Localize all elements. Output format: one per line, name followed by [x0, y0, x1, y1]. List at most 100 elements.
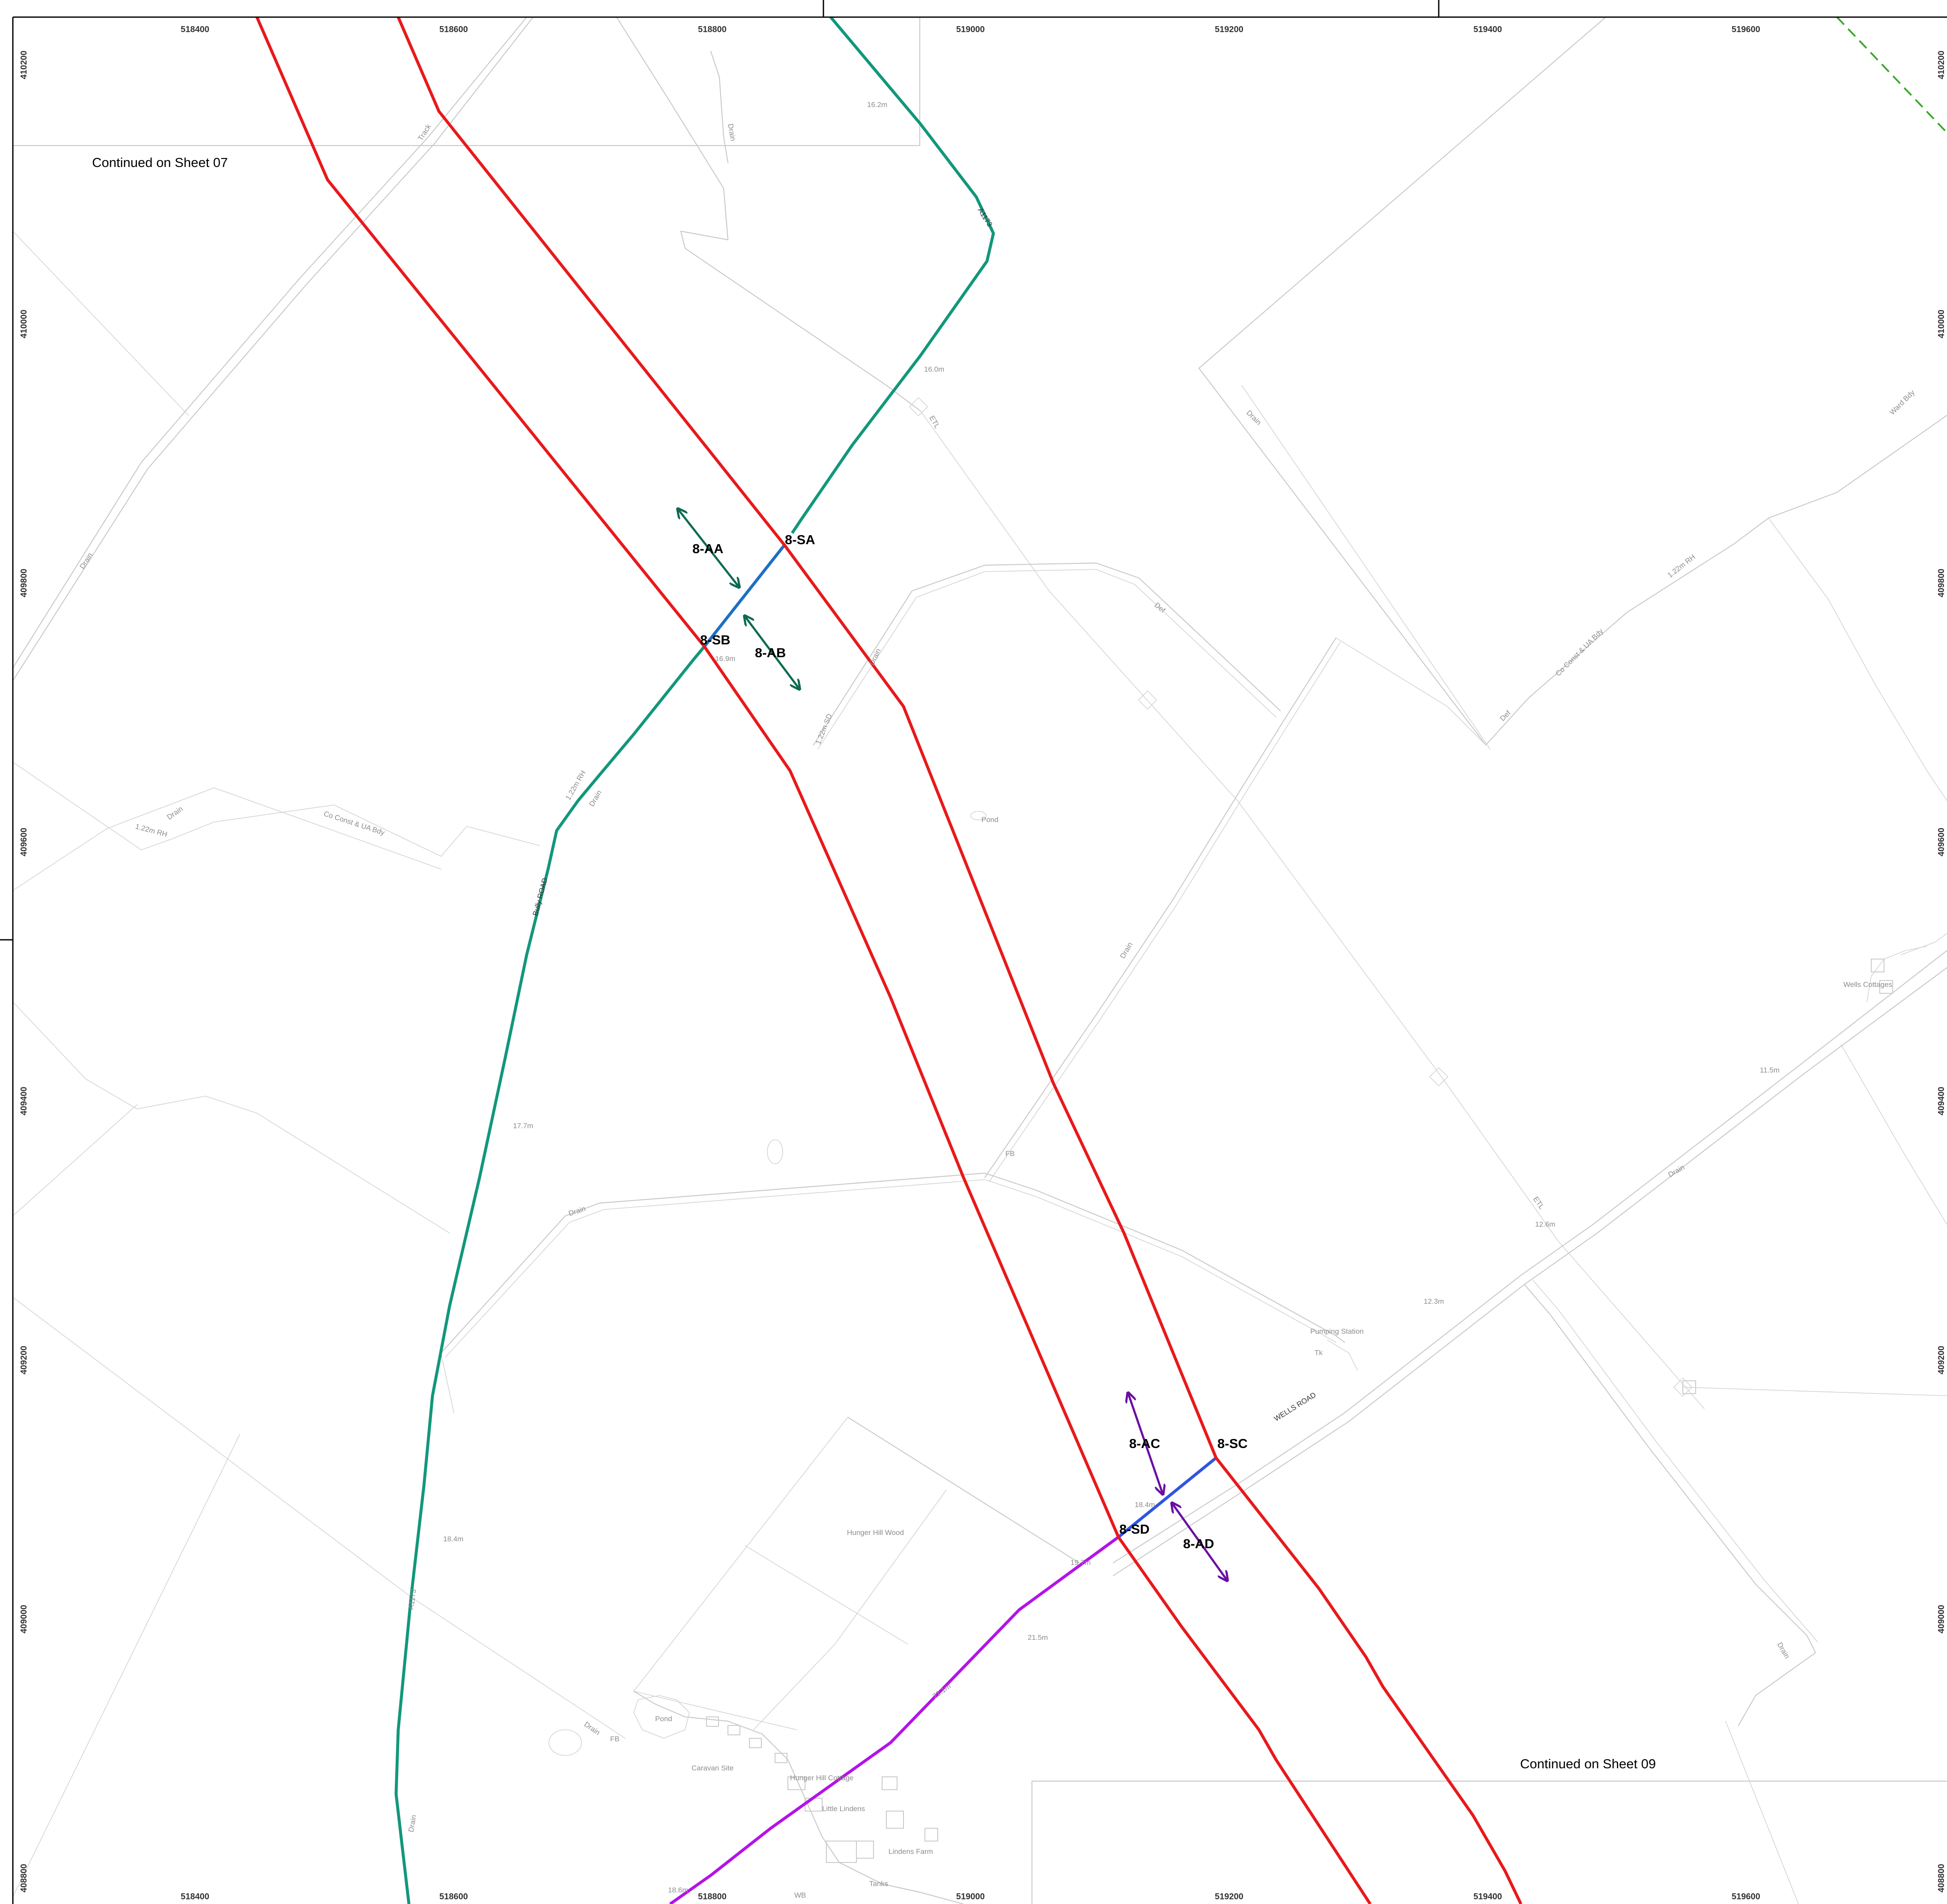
drain-sd-edge	[817, 569, 1276, 750]
label-ht-126: 12.6m	[1535, 1220, 1555, 1228]
northing-right-4: 409600	[1937, 828, 1946, 856]
label-8-aa: 8-AA	[692, 541, 723, 556]
pond-caravan	[549, 1729, 582, 1756]
easting-bottom-3: 518800	[698, 1892, 727, 1901]
etl-line	[920, 411, 1705, 1409]
northing-right-3: 409800	[1937, 569, 1946, 597]
grid-northings-right: 410200 410000 409800 409600 409400 40920…	[1937, 51, 1946, 1892]
arrow-8-aa	[678, 510, 739, 587]
label-wells-cottages: Wells Cottages	[1843, 980, 1892, 989]
northing-right-6: 409200	[1937, 1346, 1946, 1374]
corridor-east	[397, 16, 1523, 1904]
northing-left-6: 409200	[19, 1346, 29, 1374]
field-se-diag	[1725, 1721, 1799, 1904]
label-8-sc: 8-SC	[1217, 1436, 1248, 1451]
drain-north-spur	[710, 51, 729, 164]
northing-left-5: 409400	[19, 1087, 29, 1115]
label-ht-115: 11.5m	[1760, 1066, 1780, 1074]
wells-road-north	[1112, 950, 1947, 1564]
continued-sheet-09: Continued on Sheet 09	[1520, 1756, 1656, 1771]
buildings	[706, 959, 1893, 1863]
hunger-hill-field	[847, 1416, 1080, 1564]
label-8-sb: 8-SB	[700, 632, 730, 647]
boundary-dashed-green	[1836, 16, 1947, 134]
track	[12, 16, 528, 669]
label-8-sa: 8-SA	[785, 532, 815, 547]
easting-bottom-1: 518400	[181, 1892, 209, 1901]
label-fb-mid: FB	[1005, 1150, 1015, 1158]
road-route-purple	[669, 1536, 1120, 1904]
caravan-loop	[633, 1695, 690, 1739]
ne-drain-e	[1768, 518, 1947, 801]
hunger-hill-field-3	[745, 1545, 908, 1645]
easting-top-4: 519000	[956, 25, 985, 34]
east-boundary-curve	[1901, 933, 1947, 955]
drain-east-south	[1841, 1044, 1947, 1225]
grid-eastings-bottom: 518400 518600 518800 519000 519200 51940…	[181, 1892, 1760, 1901]
ne-field-top	[1198, 16, 1607, 369]
track-edge	[12, 16, 534, 682]
crossing-south	[1117, 1457, 1217, 1538]
label-hunger-hill-wood: Hunger Hill Wood	[847, 1529, 904, 1537]
minor-road-sse	[1524, 1284, 1816, 1726]
easting-top-7: 519600	[1732, 25, 1760, 34]
northing-right-5: 409400	[1937, 1087, 1946, 1115]
drain-mid-edge	[445, 1179, 1336, 1358]
label-caravan-site: Caravan Site	[692, 1764, 733, 1772]
northing-left-7: 409000	[19, 1605, 29, 1633]
easting-top-2: 518600	[439, 25, 468, 34]
label-wb: WB	[794, 1891, 806, 1899]
sheet-09-extent	[1031, 1780, 1947, 1904]
field-se-line	[1682, 1387, 1947, 1396]
label-tanks: Tanks	[869, 1880, 888, 1888]
label-8-sd: 8-SD	[1119, 1522, 1150, 1537]
pond-mid	[767, 1139, 783, 1164]
drain-central-top	[1336, 638, 1486, 745]
field-diag-sw-2	[12, 1434, 240, 1897]
northing-left-8: 408800	[19, 1864, 29, 1892]
pylon-2	[1138, 690, 1157, 710]
northing-right-7: 409000	[1937, 1605, 1946, 1633]
easting-bottom-4: 519000	[956, 1892, 985, 1901]
pylon-1	[909, 397, 928, 417]
label-ht-177: 17.7m	[513, 1122, 533, 1130]
northing-left-1: 410200	[19, 51, 29, 79]
pond-north	[970, 811, 987, 820]
drain-central-edge	[989, 642, 1341, 1182]
label-8-ab: 8-AB	[755, 645, 786, 660]
label-pond-north: Pond	[981, 816, 999, 824]
label-little-lindens: Little Lindens	[822, 1805, 865, 1813]
label-ht-160: 16.0m	[924, 365, 944, 373]
arrow-8-ad	[1172, 1504, 1227, 1580]
northing-right-1: 410200	[1937, 51, 1946, 79]
ne-field-boundary	[1198, 367, 1947, 746]
easting-top-3: 518800	[698, 25, 727, 34]
drain-sd	[813, 562, 1281, 746]
label-8-ac: 8-AC	[1129, 1436, 1160, 1451]
cable-corridor-boundaries	[255, 16, 1523, 1904]
drain-west-1	[12, 231, 189, 416]
label-pumping-station: Pumping Station	[1310, 1327, 1364, 1335]
label-tk: Tk	[1315, 1349, 1323, 1357]
northing-right-8: 408800	[1937, 1864, 1946, 1892]
grid-northings-left: 410200 410000 409800 409600 409400 40920…	[19, 51, 29, 1892]
label-8-ad: 8-AD	[1183, 1536, 1214, 1551]
sheet-07-extent	[12, 16, 921, 146]
continued-sheet-07: Continued on Sheet 07	[92, 155, 228, 170]
arrow-8-ab	[745, 617, 799, 688]
road-route-green	[394, 16, 995, 1904]
drain-mid-2	[441, 1353, 454, 1413]
easting-bottom-2: 518600	[439, 1892, 468, 1901]
pylon-4	[1673, 1377, 1693, 1397]
easting-bottom-6: 519400	[1473, 1892, 1502, 1901]
drain-west-4	[12, 1001, 450, 1234]
label-hunger-hill-cottage: Hunger Hill Cottage	[790, 1774, 853, 1782]
easting-top-1: 518400	[181, 25, 209, 34]
drain-mid	[440, 1172, 1345, 1354]
label-ht-215: 21.5m	[1028, 1633, 1048, 1642]
caravan-site-road	[633, 1690, 964, 1904]
label-ht-186: 18.6m	[668, 1886, 688, 1894]
